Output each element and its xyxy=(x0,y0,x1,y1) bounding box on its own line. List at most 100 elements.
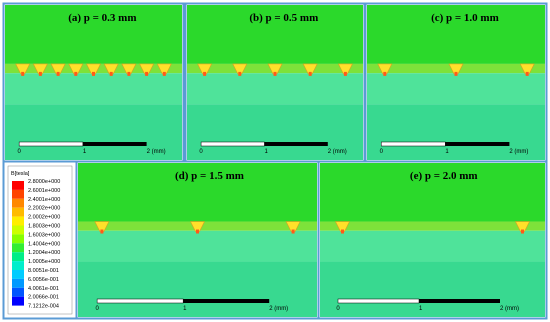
panel: 0 1 2 (mm) (b) p = 0.5 mm xyxy=(184,2,366,163)
field-band xyxy=(320,221,545,231)
scale-white xyxy=(337,298,420,304)
scale-label: 0 xyxy=(17,149,21,155)
field-low xyxy=(320,261,545,317)
field-top xyxy=(187,5,363,64)
legend-value: 4.0061e-001 xyxy=(28,286,59,292)
tooth xyxy=(302,63,318,75)
panel: 0 1 2 (mm) (e) p = 2.0 mm xyxy=(317,160,548,320)
legend-value: 2.8000e+000 xyxy=(28,179,60,185)
tooth xyxy=(377,63,393,75)
tooth xyxy=(285,221,301,232)
scale-label: 0 xyxy=(380,149,384,155)
field-top xyxy=(367,5,545,64)
scale-label: 0 xyxy=(95,306,99,312)
tooth-tip xyxy=(343,71,347,76)
scale-label: 2 (mm) xyxy=(328,149,347,155)
panel: 0 1 2 (mm) (c) p = 1.0 mm xyxy=(364,2,548,163)
legend-value: 2.0066e-001 xyxy=(28,295,59,301)
field-mid xyxy=(78,230,317,262)
tooth-tip xyxy=(162,71,166,76)
tooth-tip xyxy=(273,71,277,76)
scale-white xyxy=(380,141,446,147)
tooth-tip xyxy=(74,71,78,76)
legend-value: 7.1212e-004 xyxy=(28,304,59,310)
scale-label: 2 (mm) xyxy=(269,306,288,312)
tooth-tip xyxy=(454,71,458,76)
tooth xyxy=(103,63,119,75)
legend-value: 1.8003e+000 xyxy=(28,224,60,230)
field-low xyxy=(187,104,363,160)
legend-swatch xyxy=(12,198,24,208)
tooth xyxy=(337,63,353,75)
legend-swatch xyxy=(12,261,24,270)
legend-swatch xyxy=(12,216,24,226)
tooth-tip xyxy=(203,71,207,76)
tooth-tip xyxy=(521,229,524,234)
tooth xyxy=(86,63,101,75)
legend-swatch xyxy=(12,287,24,297)
panel-label: (d) p = 1.5 mm xyxy=(175,170,244,182)
legend-value: 8.0051e-001 xyxy=(28,268,59,274)
tooth xyxy=(448,63,464,75)
tooth-tip xyxy=(291,229,295,234)
legend-swatch xyxy=(12,207,24,217)
panel-frame xyxy=(317,160,548,320)
tooth-tip xyxy=(525,71,529,76)
scale-black xyxy=(183,299,270,303)
tooth-tip xyxy=(109,71,113,76)
scale-label: 1 xyxy=(419,306,423,312)
field-low xyxy=(367,104,545,160)
tooth xyxy=(190,221,205,232)
tooth-tip xyxy=(38,71,42,76)
field-low xyxy=(5,104,182,160)
legend-value: 1.6003e+000 xyxy=(28,232,60,238)
legend-swatch xyxy=(12,270,24,279)
field-mid xyxy=(320,230,545,262)
scale-black xyxy=(445,142,510,146)
tooth xyxy=(121,63,137,75)
tooth xyxy=(197,63,213,75)
field-mid xyxy=(367,73,545,105)
field-top xyxy=(5,5,182,64)
scale-black xyxy=(82,142,147,146)
scale-label: 2 (mm) xyxy=(500,306,519,312)
tooth-tip xyxy=(100,229,104,234)
panel-label: (e) p = 2.0 mm xyxy=(410,170,478,182)
scale-label: 0 xyxy=(199,149,203,155)
scale-label: 1 xyxy=(183,306,187,312)
tooth-tip xyxy=(127,71,131,76)
field-top xyxy=(78,163,317,222)
tooth xyxy=(139,63,155,75)
tooth xyxy=(32,63,48,75)
scale-white xyxy=(18,141,84,147)
legend-title: B[tesla] xyxy=(11,171,30,177)
legend-value: 6.0056e-001 xyxy=(28,277,59,283)
scale-white xyxy=(200,141,265,147)
panel: 0 1 2 (mm) (a) p = 0.3 mm xyxy=(2,2,185,163)
tooth-tip xyxy=(238,71,242,76)
tooth xyxy=(50,63,66,75)
tooth-tip xyxy=(92,71,95,76)
legend-swatch xyxy=(12,296,24,306)
tooth-tip xyxy=(308,71,312,76)
legend-swatch xyxy=(12,234,24,244)
scale-label: 1 xyxy=(445,149,449,155)
tooth xyxy=(68,63,84,75)
panel-label: (a) p = 0.3 mm xyxy=(68,12,136,24)
panel-label: (b) p = 0.5 mm xyxy=(249,12,318,24)
legend-value: 2.2002e+000 xyxy=(28,206,60,212)
legend-value: 2.0002e+000 xyxy=(28,215,60,221)
legend-value: 2.4001e+000 xyxy=(28,197,60,203)
scale-label: 0 xyxy=(336,306,340,312)
tooth-tip xyxy=(341,229,344,234)
panel-label: (c) p = 1.0 mm xyxy=(431,12,499,24)
field-low xyxy=(78,261,317,317)
scale-label: 2 (mm) xyxy=(509,149,528,155)
field-top xyxy=(320,163,545,222)
legend-swatch xyxy=(12,189,24,199)
field-mid xyxy=(5,73,182,105)
legend-swatch xyxy=(12,225,24,235)
tooth-tip xyxy=(145,71,149,76)
scale-label: 2 (mm) xyxy=(147,149,166,155)
tooth xyxy=(515,221,530,232)
